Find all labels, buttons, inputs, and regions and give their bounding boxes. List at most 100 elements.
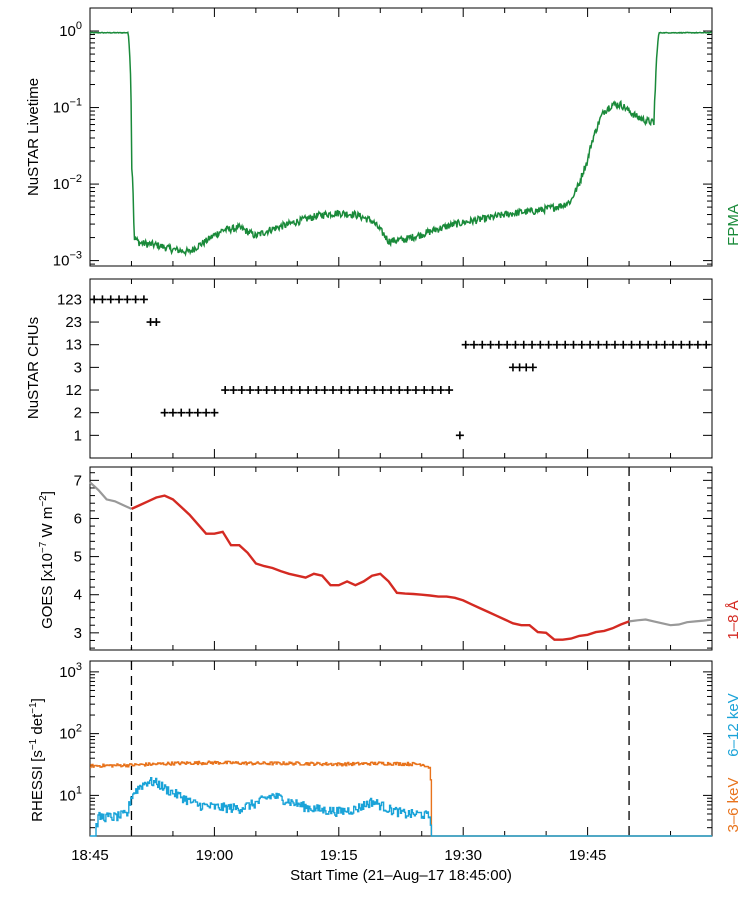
y-axis-label-goes: GOES [x10−7 W m−2] (38, 491, 56, 629)
chu-point-marker (428, 386, 437, 395)
chu-point-marker (586, 340, 595, 349)
chu-point-marker (152, 318, 161, 327)
chu-point-marker (210, 408, 219, 417)
chu-point-marker (519, 340, 528, 349)
series-chus (90, 295, 711, 440)
chus-ytick-label: 3 (74, 359, 82, 376)
chu-point-marker (669, 340, 678, 349)
interval-markers-goes (130, 467, 630, 650)
chu-point-marker (287, 386, 296, 395)
goes-ytick-label: 4 (74, 587, 82, 604)
chu-point-marker (177, 408, 186, 417)
x-tick-label: 19:45 (569, 847, 607, 864)
chu-point-marker (693, 340, 702, 349)
x-tick-label: 19:15 (320, 847, 358, 864)
livetime-ytick-mantissa: 10 (59, 23, 76, 40)
livetime-ytick-mantissa: 10 (53, 100, 70, 117)
chu-point-marker (455, 431, 464, 440)
plot-frame-goes (89, 466, 713, 651)
x-axis-label: Start Time (21–Aug–17 18:45:00) (290, 867, 512, 884)
panel-goes: 3 4 5 6 7 GOES [x10−7 W m−2] 1–8 Å (38, 466, 742, 651)
goes-ytick-label: 6 (74, 510, 82, 527)
chu-point-marker (536, 340, 545, 349)
chu-point-marker (552, 340, 561, 349)
chu-point-marker (652, 340, 661, 349)
chu-point-marker (279, 386, 288, 395)
chu-point-marker (237, 386, 246, 395)
chu-point-marker (295, 386, 304, 395)
chu-point-marker (577, 340, 586, 349)
goes-1-8A-line (131, 494, 630, 641)
chu-point-marker (511, 340, 520, 349)
series-livetime (89, 31, 712, 257)
chus-ytick-label: 1 (74, 427, 82, 444)
livetime-ytick-label: 100 (59, 20, 82, 40)
rhessi-ytick-mantissa: 10 (59, 664, 76, 681)
y-tick-labels-goes: 3 4 5 6 7 (74, 472, 82, 642)
rhessi-ytick-exponent: 1 (76, 784, 82, 796)
chu-point-marker (270, 386, 279, 395)
chu-point-marker (387, 386, 396, 395)
chu-point-marker (202, 408, 211, 417)
chu-point-marker (503, 340, 512, 349)
plot-frame-livetime (89, 7, 713, 267)
chu-point-marker (168, 408, 177, 417)
chu-point-marker (478, 340, 487, 349)
chu-point-marker (185, 408, 194, 417)
chus-ytick-label: 13 (65, 337, 82, 354)
chu-point-marker (561, 340, 570, 349)
chu-point-marker (610, 340, 619, 349)
chu-point-marker (345, 386, 354, 395)
chu-point-marker (262, 386, 271, 395)
plot-frame-chus (89, 278, 713, 459)
chu-point-marker (594, 340, 603, 349)
chus-ytick-label: 12 (65, 382, 82, 399)
legend-rhessi-3-6keV: 3–6 keV (725, 777, 742, 832)
fpma-livetime-line (89, 31, 712, 257)
chu-point-marker (160, 408, 169, 417)
goes-outside-interval-line (628, 618, 713, 627)
rhessi-ytick-label: 103 (59, 661, 82, 681)
chu-point-marker (528, 340, 537, 349)
chu-point-marker (139, 295, 148, 304)
goes-ytick-label: 3 (74, 625, 82, 642)
chu-point-marker (312, 386, 321, 395)
chus-ytick-label: 23 (65, 314, 82, 331)
chu-point-marker (528, 363, 537, 372)
chu-point-marker (619, 340, 628, 349)
chu-point-marker (602, 340, 611, 349)
chu-point-marker (461, 340, 470, 349)
x-tick-label: 19:00 (196, 847, 234, 864)
livetime-ytick-mantissa: 10 (53, 176, 70, 193)
chu-point-marker (569, 340, 578, 349)
chu-point-marker (445, 386, 454, 395)
rhessi-6-12keV-line (90, 777, 712, 837)
tick-marks-chus (89, 279, 713, 458)
chu-point-marker (544, 340, 553, 349)
chus-ytick-label: 123 (57, 291, 82, 308)
chu-point-marker (254, 386, 263, 395)
legend-fpma: FPMA (725, 204, 742, 246)
chu-point-marker (469, 340, 478, 349)
chu-point-marker (98, 295, 107, 304)
tick-marks-goes (89, 467, 713, 650)
chu-point-marker (106, 295, 115, 304)
chu-point-marker (362, 386, 371, 395)
rhessi-ytick-label: 101 (59, 784, 82, 804)
plot-frame-rhessi (89, 660, 713, 837)
tick-marks-livetime (89, 7, 713, 266)
livetime-ytick-mantissa: 10 (53, 253, 70, 270)
chu-point-marker (486, 340, 495, 349)
rhessi-ytick-exponent: 2 (76, 723, 82, 735)
chu-point-marker (193, 408, 202, 417)
livetime-ytick-label: 10−1 (53, 97, 82, 117)
rhessi-ytick-mantissa: 10 (59, 726, 76, 743)
livetime-ytick-exponent: −1 (69, 97, 82, 109)
goes-ytick-label: 7 (74, 472, 82, 489)
